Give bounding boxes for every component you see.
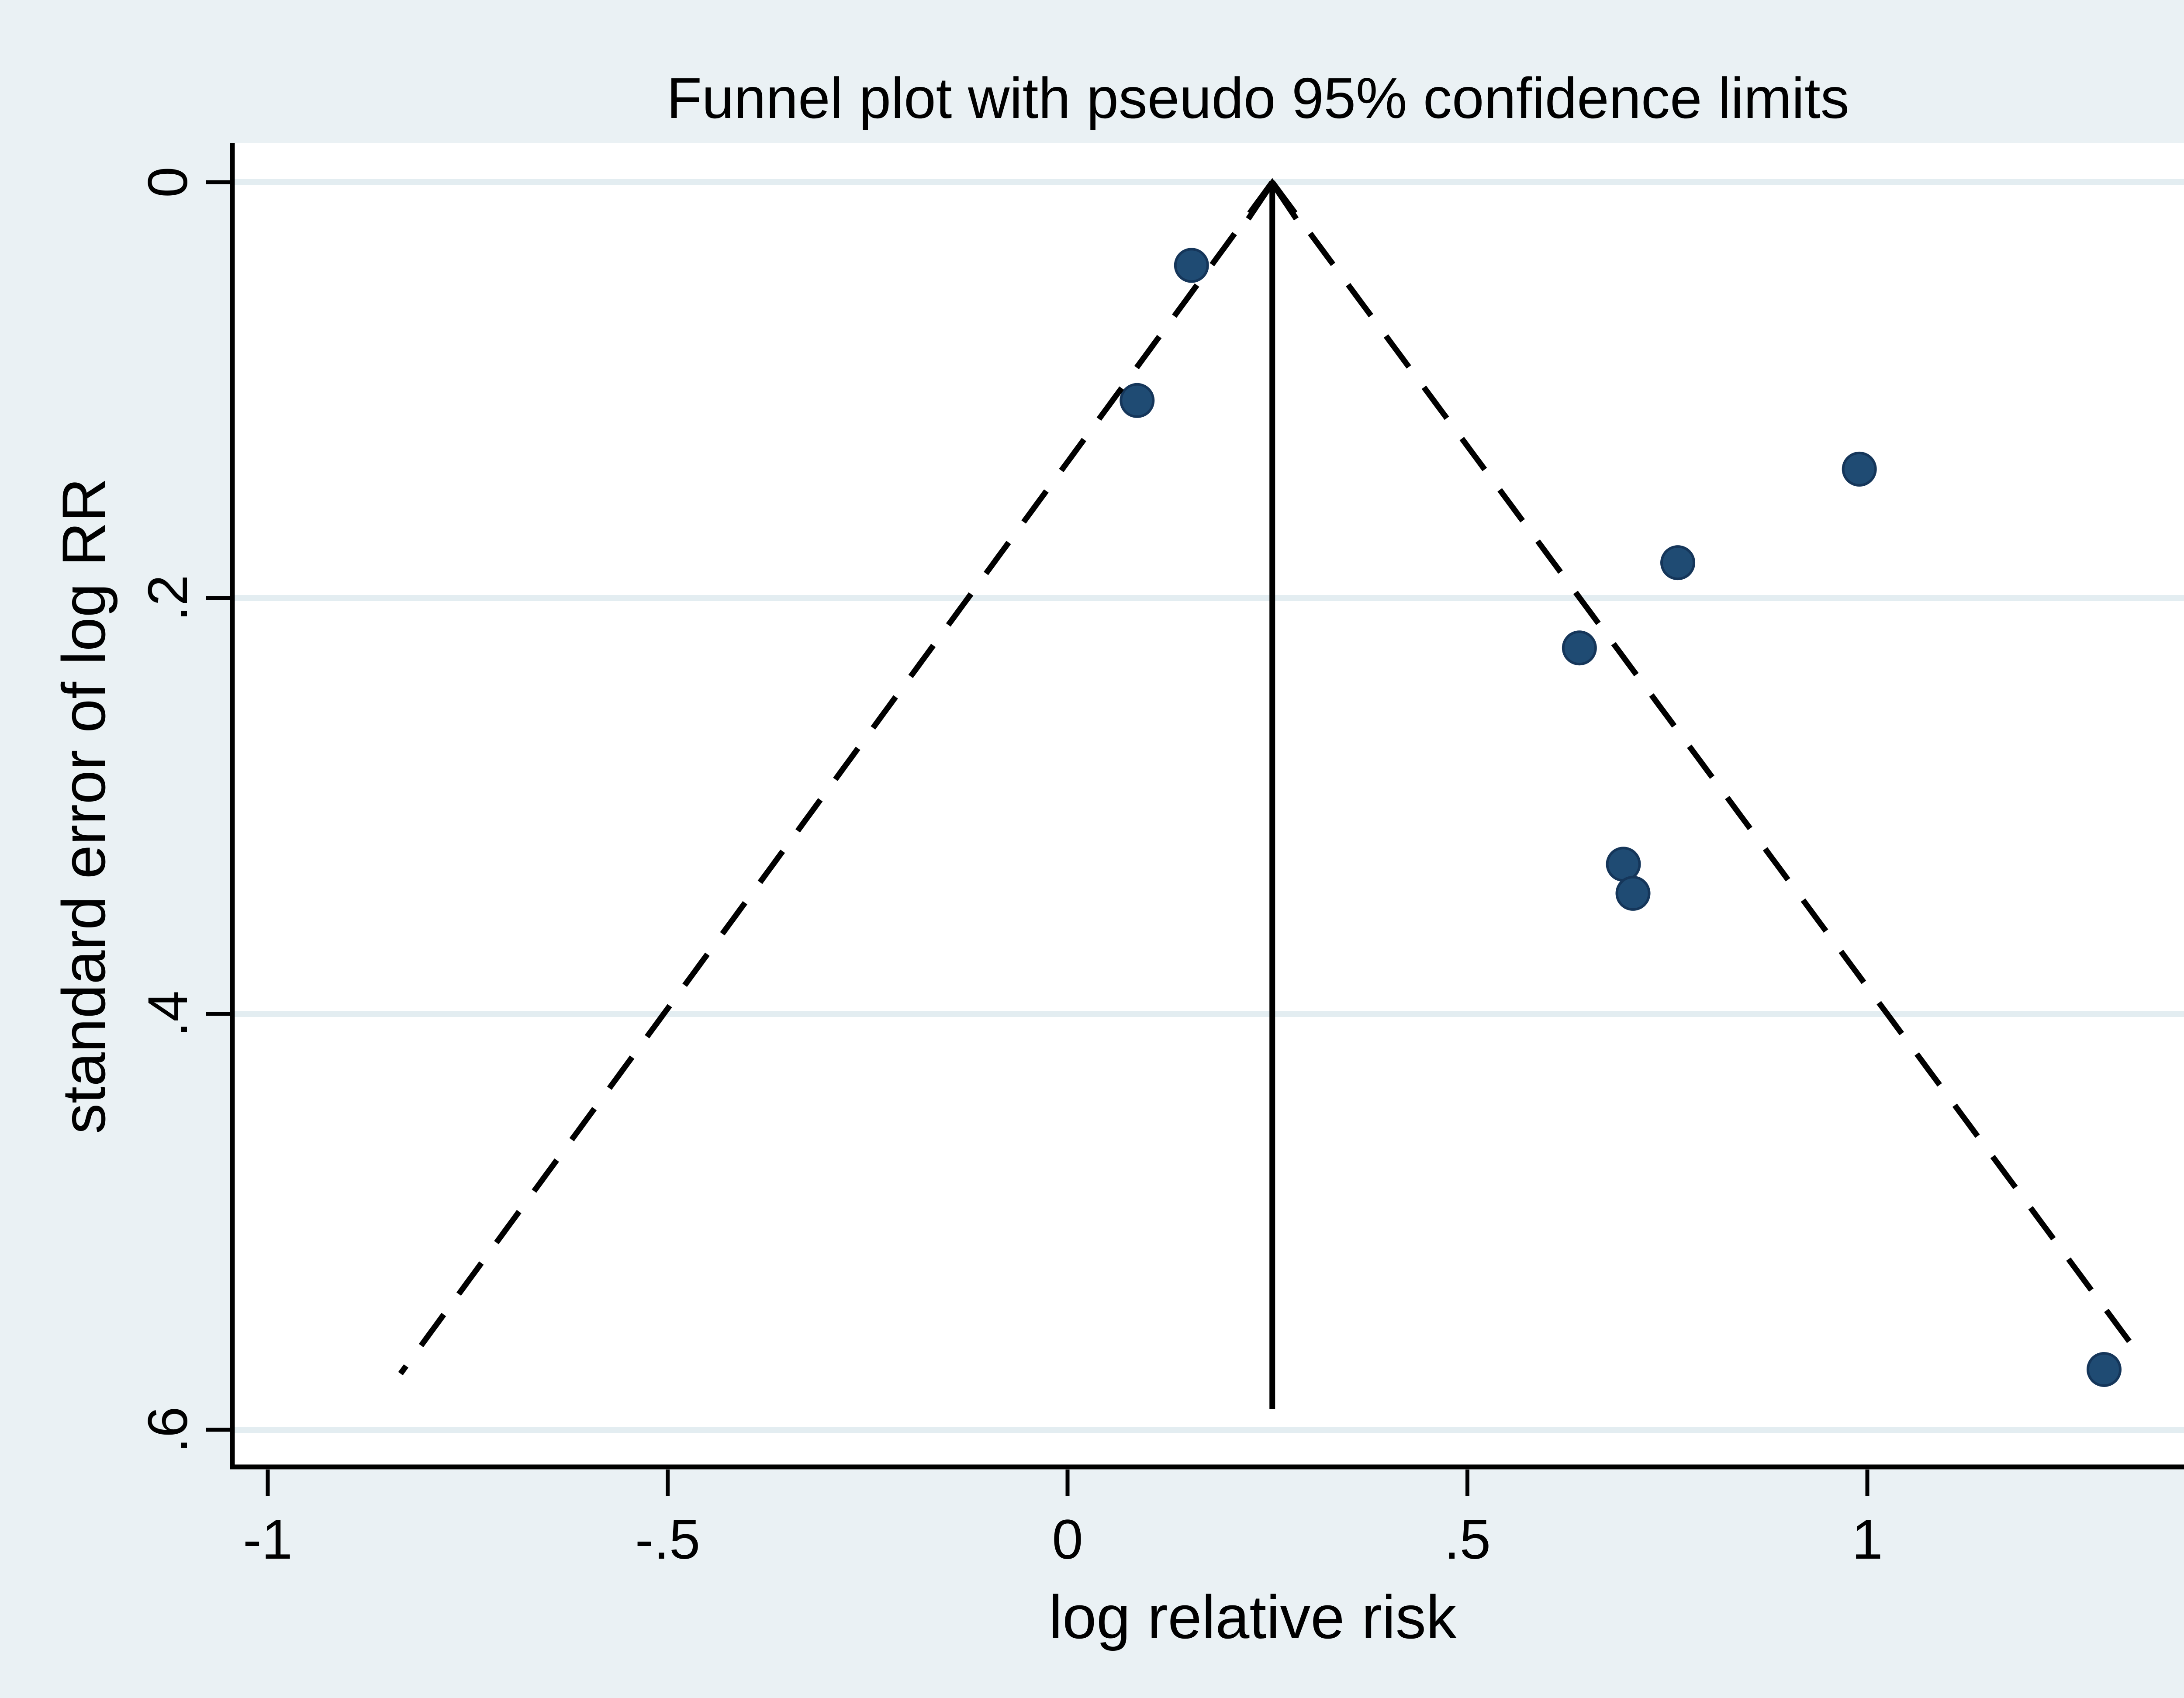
x-tick-label: -1 (243, 1508, 293, 1571)
funnel-confidence-lines (398, 178, 2143, 1409)
axis-ticks (206, 180, 1870, 1496)
left-confidence-limit-line (398, 180, 1275, 1376)
arrowhead-up-icon (1246, 178, 1299, 221)
data-point (2086, 1352, 2122, 1387)
data-point (1562, 630, 1597, 666)
x-axis-title: log relative risk (1049, 1583, 1457, 1651)
data-point (1842, 451, 1877, 487)
y-tick-label: 0 (137, 166, 199, 197)
data-point (1660, 545, 1696, 581)
data-point (1615, 875, 1651, 911)
gridlines (233, 179, 2184, 1433)
plot-region (232, 143, 2184, 1467)
axis-tick-labels: -1-.50.511.50.2.4.6 (137, 166, 1883, 1571)
data-point (1606, 847, 1641, 882)
y-tick-label: .4 (137, 991, 199, 1037)
y-tick-label: .2 (137, 575, 199, 622)
x-tick-label: -.5 (635, 1508, 700, 1571)
x-tick-label: 0 (1052, 1508, 1083, 1571)
y-tick-label: .6 (137, 1407, 199, 1453)
x-tick-label: 1 (1852, 1508, 1883, 1571)
y-axis-title: standard error of log RR (49, 478, 118, 1134)
data-points (1120, 248, 2122, 1387)
right-confidence-limit-line (1270, 180, 2143, 1359)
data-point (1120, 383, 1155, 418)
chart-title: Funnel plot with pseudo 95% confidence l… (667, 66, 1849, 130)
data-point (1174, 248, 1209, 283)
x-tick-label: .5 (1444, 1508, 1491, 1571)
